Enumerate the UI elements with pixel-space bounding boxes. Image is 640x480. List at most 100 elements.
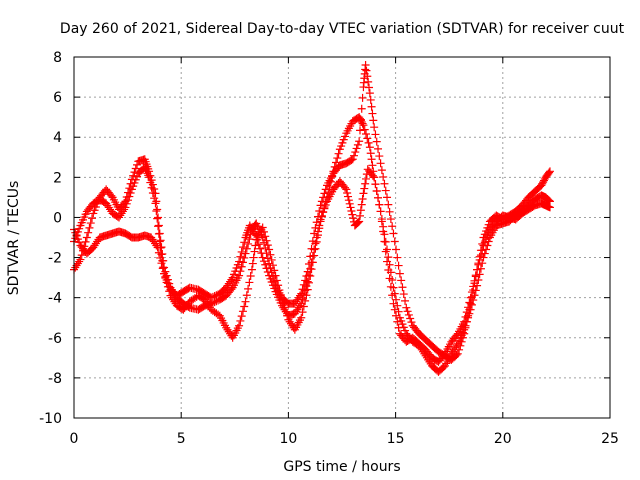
data-point-track-c <box>545 203 554 212</box>
data-point-track-a <box>369 116 378 125</box>
data-point-track-c <box>91 239 100 248</box>
data-point-track-a <box>240 253 249 262</box>
data-point-track-c <box>372 186 381 195</box>
data-point-track-c <box>348 210 357 219</box>
data-point-track-c <box>236 252 245 261</box>
data-point-track-a <box>350 151 359 160</box>
data-point-track-b <box>247 265 256 274</box>
y-tick-label: 6 <box>53 90 62 106</box>
data-point-track-a <box>351 148 360 157</box>
data-point-track-a <box>397 276 406 285</box>
data-point-track-b <box>393 301 402 310</box>
data-point-track-c <box>237 247 246 256</box>
y-tick-label: 0 <box>53 210 62 226</box>
data-point-track-c <box>299 290 308 299</box>
data-point-track-c <box>461 312 470 321</box>
data-point-track-c <box>347 207 356 216</box>
data-point-track-c <box>460 317 469 326</box>
data-point-track-b <box>154 229 163 238</box>
data-point-track-b <box>367 155 376 164</box>
data-point-track-c <box>383 257 392 266</box>
x-tick-label: 25 <box>601 431 619 447</box>
data-point-track-b <box>236 316 245 325</box>
data-point-track-c <box>226 277 235 286</box>
data-point-track-b <box>330 162 339 171</box>
data-point-track-a <box>393 253 402 262</box>
data-point-track-a <box>401 296 410 305</box>
data-point-track-b <box>365 143 374 152</box>
data-point-track-b <box>474 276 483 285</box>
data-point-track-b <box>475 270 484 279</box>
data-point-track-c <box>361 179 370 188</box>
data-point-track-a <box>353 140 362 149</box>
data-point-track-b <box>394 307 403 316</box>
data-point-track-b <box>384 253 393 262</box>
data-point-track-a <box>88 214 97 223</box>
data-point-track-c <box>294 303 303 312</box>
plot-frame <box>73 56 611 419</box>
data-point-track-a <box>355 137 364 146</box>
y-tick-label: 2 <box>53 170 62 186</box>
data-point-track-a <box>392 245 401 254</box>
data-point-track-c <box>475 255 484 264</box>
data-point-track-c <box>315 221 324 230</box>
data-point-track-b <box>124 196 133 205</box>
data-point-track-b <box>104 203 113 212</box>
data-point-track-c <box>380 237 389 246</box>
data-point-track-a <box>384 200 393 209</box>
data-point-track-c <box>89 243 98 252</box>
data-point-track-b <box>263 241 272 250</box>
data-point-track-b <box>258 223 267 232</box>
y-tick-label: 8 <box>53 50 62 66</box>
data-point-track-a <box>235 271 244 280</box>
data-point-track-b <box>246 272 255 281</box>
data-point-track-c <box>207 293 216 302</box>
data-point-track-b <box>268 261 277 270</box>
data-point-track-b <box>250 247 259 256</box>
data-point-track-c <box>310 245 319 254</box>
data-point-track-a <box>310 229 319 238</box>
data-point-track-a <box>370 123 379 132</box>
data-point-track-c <box>313 227 322 236</box>
y-tick-label: -8 <box>48 371 62 387</box>
data-point-track-b <box>286 319 295 328</box>
tick-labels: 0 5 10 15 20 25 -10 -8 -6 -4 -2 0 2 4 6 8 <box>39 50 619 447</box>
data-point-track-c <box>381 247 390 256</box>
data-point-track-b <box>326 177 335 186</box>
data-point-track-b <box>240 302 249 311</box>
data-point-track-a <box>292 297 301 306</box>
data-point-track-b <box>144 171 153 180</box>
axis-ticks <box>73 56 611 419</box>
data-point-track-c <box>388 291 397 300</box>
data-point-track-c <box>154 248 163 257</box>
data-point-track-b <box>272 276 281 285</box>
data-point-track-c <box>353 219 362 228</box>
x-tick-label: 15 <box>387 431 405 447</box>
y-tick-label: -2 <box>48 251 62 267</box>
data-point-track-b <box>333 154 342 163</box>
data-point-track-c <box>356 206 365 215</box>
data-point-track-a <box>386 215 395 224</box>
data-point-track-c <box>238 243 247 252</box>
chart-title: Day 260 of 2021, Sidereal Day-to-day VTE… <box>60 21 625 37</box>
data-point-track-c <box>307 258 316 267</box>
data-point-track-a <box>376 159 385 168</box>
data-point-track-c <box>311 239 320 248</box>
data-point-track-c <box>346 203 355 212</box>
data-point-track-c <box>464 303 473 312</box>
x-tick-label: 5 <box>177 431 186 447</box>
data-point-track-a <box>315 207 324 216</box>
data-point-track-b <box>329 167 338 176</box>
data-point-track-c <box>371 180 380 189</box>
data-point-track-b <box>103 201 112 210</box>
data-point-track-a <box>294 293 303 302</box>
data-point-track-a <box>71 263 80 272</box>
data-point-track-a <box>545 167 554 176</box>
data-point-track-c <box>227 275 236 284</box>
data-point-track-b <box>120 205 129 214</box>
data-point-track-a <box>358 93 367 102</box>
data-point-track-c <box>240 238 249 247</box>
data-point-track-b <box>226 329 235 338</box>
